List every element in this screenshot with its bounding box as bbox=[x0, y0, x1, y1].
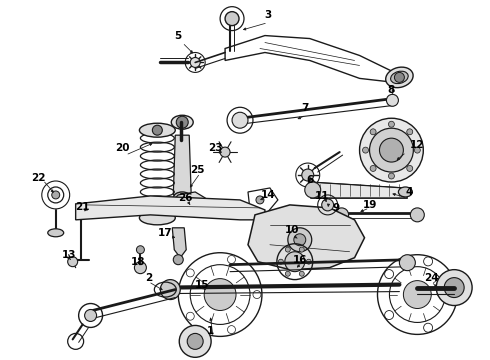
Ellipse shape bbox=[386, 67, 413, 88]
Text: 15: 15 bbox=[195, 280, 209, 289]
Circle shape bbox=[407, 166, 413, 171]
Ellipse shape bbox=[172, 115, 193, 129]
Text: 16: 16 bbox=[293, 255, 307, 265]
Text: 4: 4 bbox=[406, 187, 413, 197]
Text: 21: 21 bbox=[75, 202, 90, 212]
Polygon shape bbox=[248, 205, 365, 270]
Circle shape bbox=[232, 112, 248, 128]
Text: 13: 13 bbox=[61, 250, 76, 260]
Circle shape bbox=[363, 147, 368, 153]
Circle shape bbox=[305, 182, 321, 198]
Circle shape bbox=[285, 247, 290, 252]
Polygon shape bbox=[310, 182, 407, 198]
Circle shape bbox=[389, 173, 394, 179]
Circle shape bbox=[288, 228, 312, 252]
Circle shape bbox=[369, 128, 414, 172]
Circle shape bbox=[436, 270, 472, 306]
Text: 17: 17 bbox=[158, 228, 172, 238]
Text: 9: 9 bbox=[332, 203, 339, 213]
Circle shape bbox=[294, 234, 306, 246]
Circle shape bbox=[190, 58, 200, 67]
Text: 3: 3 bbox=[264, 10, 271, 20]
Text: 14: 14 bbox=[261, 190, 275, 200]
Circle shape bbox=[407, 129, 413, 135]
Circle shape bbox=[399, 255, 416, 271]
Ellipse shape bbox=[398, 187, 413, 197]
Circle shape bbox=[204, 279, 236, 310]
Circle shape bbox=[394, 72, 404, 82]
Circle shape bbox=[370, 129, 376, 135]
Text: 12: 12 bbox=[410, 140, 424, 150]
Circle shape bbox=[370, 166, 376, 171]
Circle shape bbox=[278, 259, 283, 264]
Text: 11: 11 bbox=[315, 191, 329, 201]
Circle shape bbox=[173, 255, 183, 265]
Text: 23: 23 bbox=[208, 143, 222, 153]
Text: 22: 22 bbox=[31, 173, 46, 183]
Circle shape bbox=[403, 280, 431, 309]
Circle shape bbox=[225, 12, 239, 26]
Circle shape bbox=[52, 191, 60, 199]
Text: 6: 6 bbox=[306, 175, 314, 185]
Text: 20: 20 bbox=[115, 143, 130, 153]
Ellipse shape bbox=[173, 192, 191, 204]
Polygon shape bbox=[172, 228, 186, 258]
Text: 25: 25 bbox=[190, 165, 204, 175]
Circle shape bbox=[306, 259, 311, 264]
Circle shape bbox=[187, 333, 203, 349]
Circle shape bbox=[134, 262, 147, 274]
Text: 7: 7 bbox=[301, 103, 309, 113]
Text: 26: 26 bbox=[178, 193, 193, 203]
Circle shape bbox=[299, 271, 304, 276]
Circle shape bbox=[360, 118, 423, 182]
Ellipse shape bbox=[48, 229, 64, 237]
Circle shape bbox=[220, 147, 230, 157]
Circle shape bbox=[85, 310, 97, 321]
Circle shape bbox=[285, 252, 305, 272]
Ellipse shape bbox=[140, 211, 175, 225]
Text: 5: 5 bbox=[174, 31, 182, 41]
Circle shape bbox=[179, 325, 211, 357]
Circle shape bbox=[410, 208, 424, 222]
Circle shape bbox=[335, 208, 348, 222]
Circle shape bbox=[299, 247, 304, 252]
Circle shape bbox=[322, 199, 334, 211]
Circle shape bbox=[160, 280, 180, 300]
Circle shape bbox=[136, 246, 145, 254]
Polygon shape bbox=[173, 135, 191, 195]
Circle shape bbox=[256, 196, 264, 204]
Circle shape bbox=[176, 116, 188, 128]
Text: 8: 8 bbox=[388, 85, 395, 95]
Text: 19: 19 bbox=[362, 200, 377, 210]
Circle shape bbox=[415, 147, 420, 153]
Circle shape bbox=[387, 94, 398, 106]
Circle shape bbox=[444, 278, 464, 298]
Circle shape bbox=[389, 121, 394, 127]
Ellipse shape bbox=[140, 123, 175, 137]
Polygon shape bbox=[75, 196, 265, 220]
Text: 18: 18 bbox=[131, 257, 146, 267]
Circle shape bbox=[68, 257, 77, 267]
Circle shape bbox=[379, 138, 403, 162]
Circle shape bbox=[302, 169, 314, 181]
Ellipse shape bbox=[391, 71, 408, 84]
Text: 24: 24 bbox=[424, 273, 439, 283]
Text: 10: 10 bbox=[285, 225, 299, 235]
Text: 2: 2 bbox=[145, 273, 152, 283]
Polygon shape bbox=[171, 192, 205, 215]
Circle shape bbox=[285, 271, 290, 276]
Circle shape bbox=[152, 125, 162, 135]
Text: 1: 1 bbox=[206, 327, 214, 336]
